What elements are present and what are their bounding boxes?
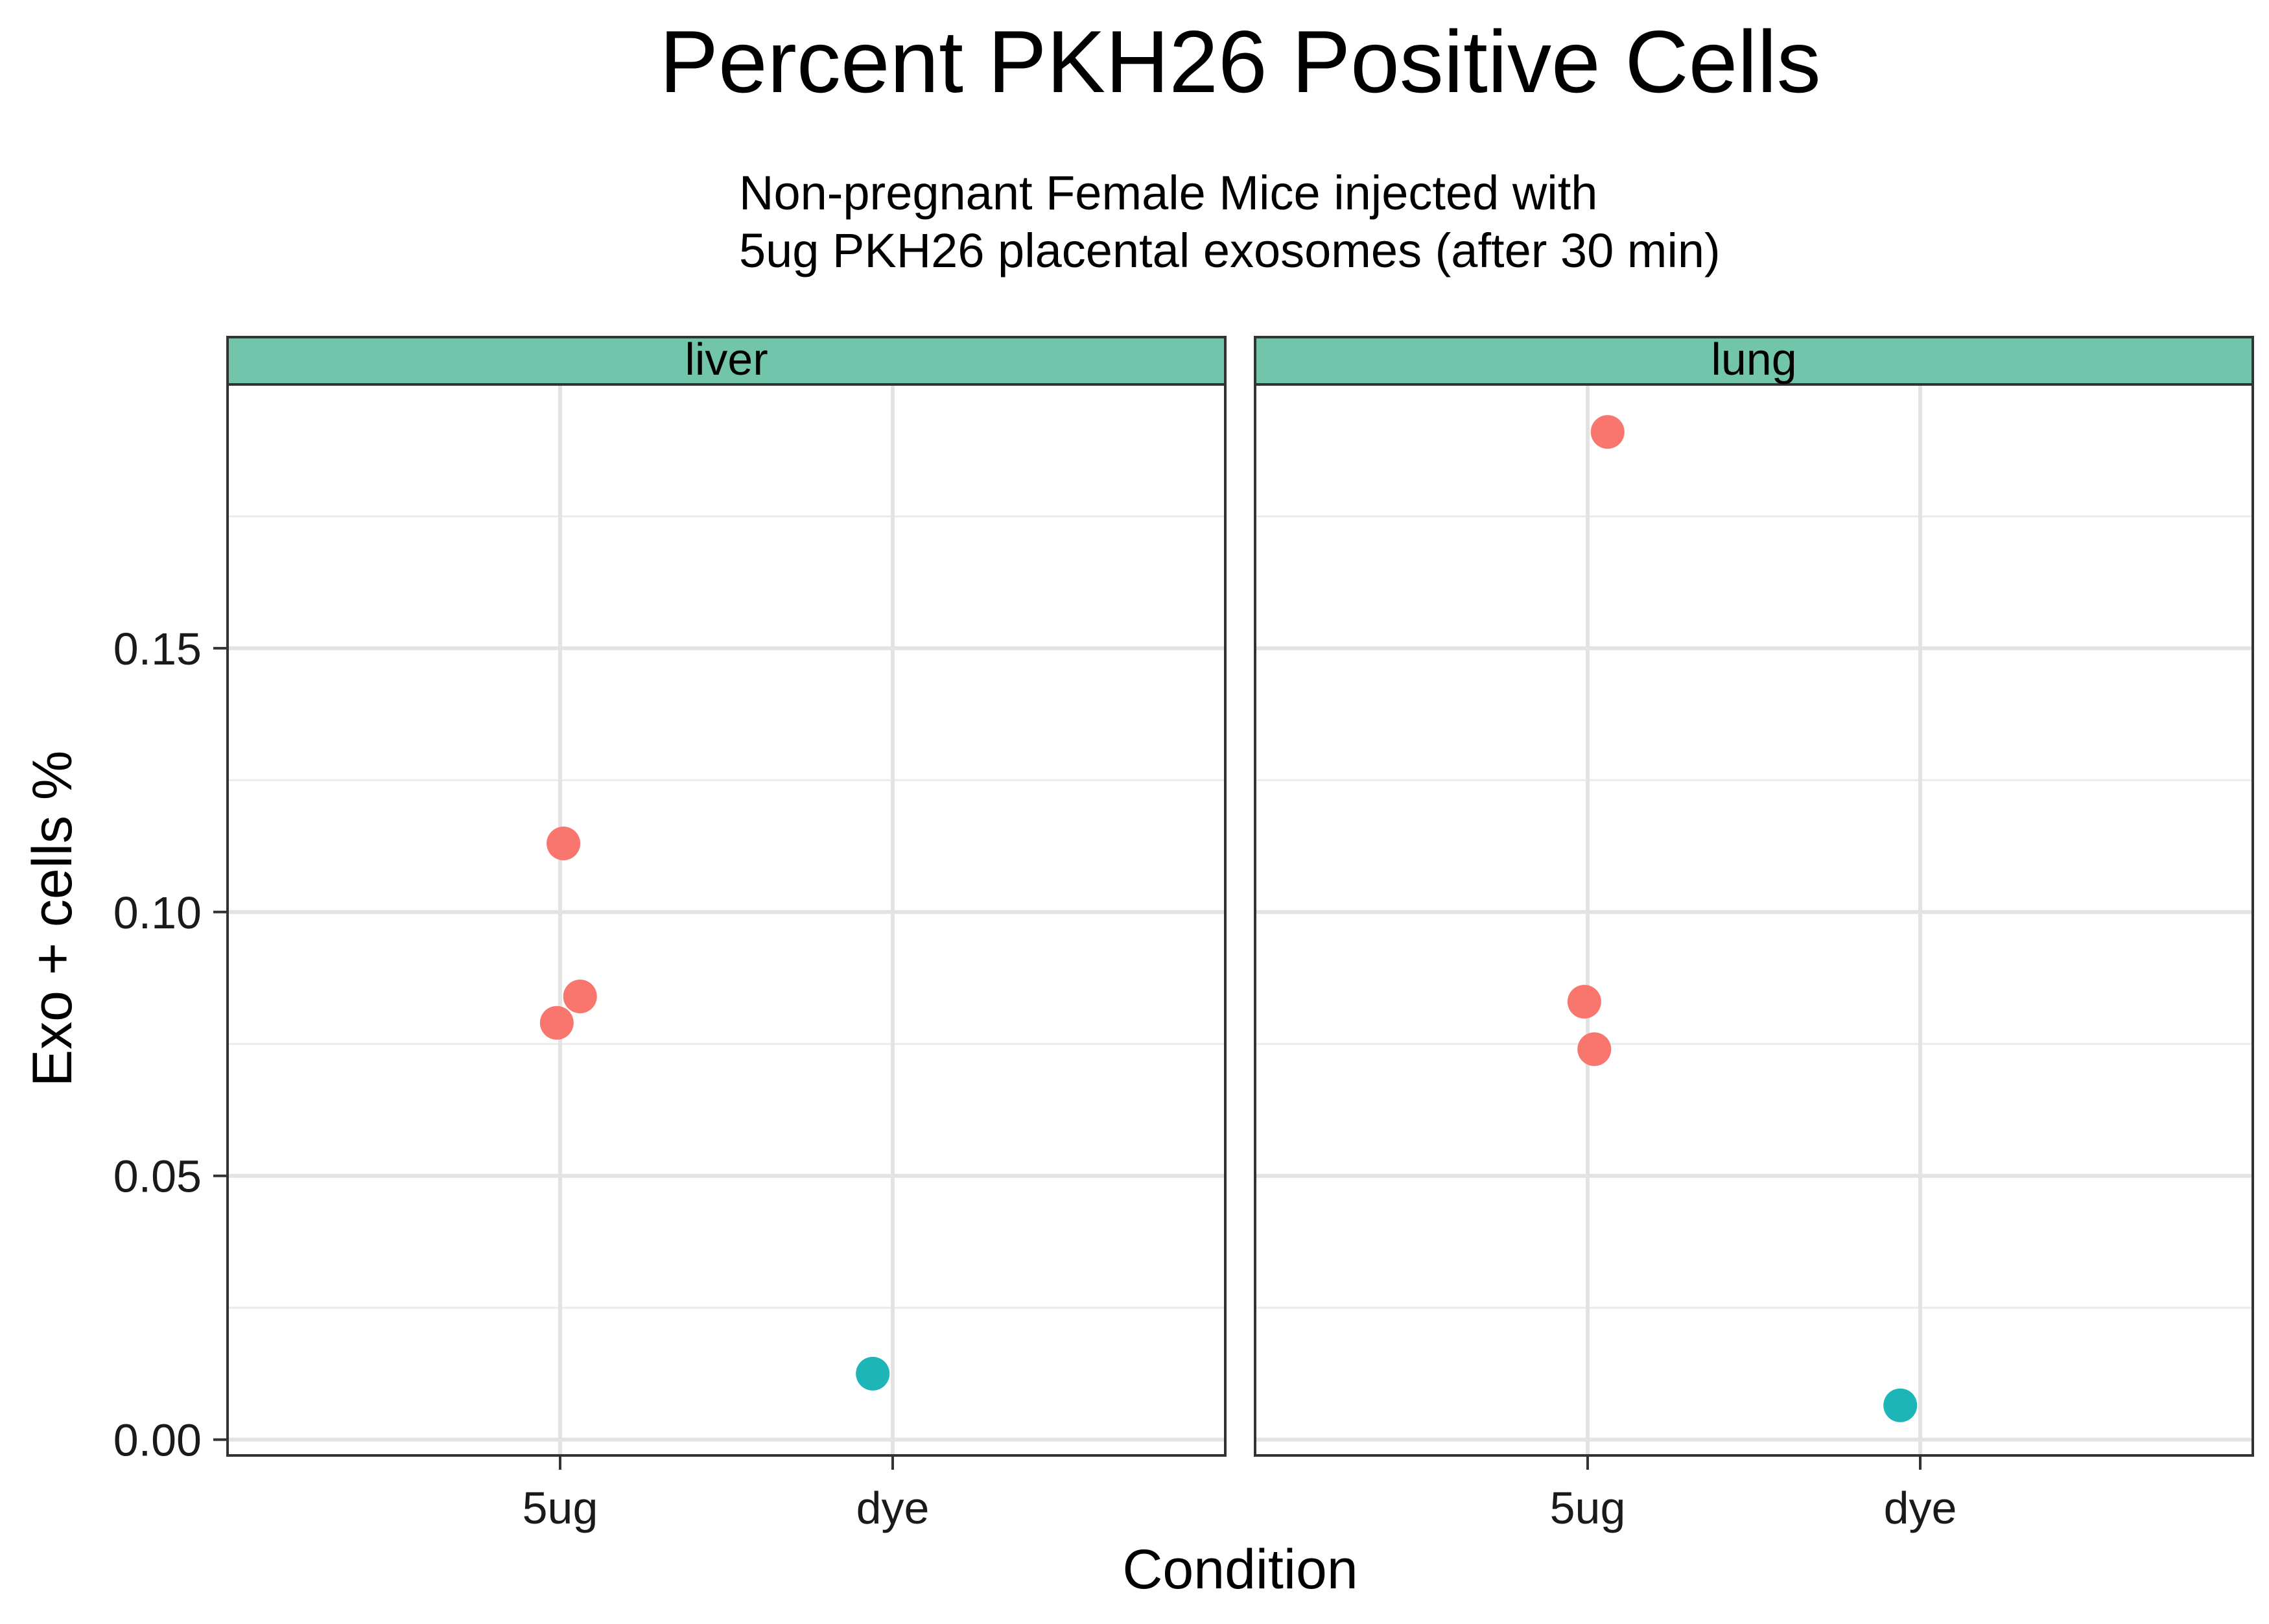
facet-strip-lung [1254,336,2254,386]
facet-panels: liver 5ug dye lung 5ug dye [226,334,2254,1533]
data-point-lung-5ug [1590,415,1625,449]
data-point-liver-dye [856,1356,890,1391]
data-point-liver-5ug [563,980,597,1013]
x-axis-title: Condition [1122,1538,1358,1601]
facet-strip-label: liver [685,334,768,384]
facet-panel-lung: lung 5ug dye [1254,334,2254,1533]
y-tick-label: 0.15 [113,624,202,674]
x-tick-label-5ug: 5ug [1550,1483,1626,1533]
panel-border [1254,383,2254,1457]
x-tick-label-5ug: 5ug [523,1483,598,1533]
chart-title: Percent PKH26 Positive Cells [659,12,1820,111]
y-axis-title: Exo + cells % [21,751,84,1087]
data-point-lung-dye [1883,1388,1918,1422]
data-point-lung-5ug [1577,1032,1612,1066]
y-axis: 0.00 0.05 0.10 0.15 [113,624,228,1466]
panel-border [226,383,1227,1457]
y-tick-label: 0.00 [113,1415,202,1466]
chart-subtitle-line-1: Non-pregnant Female Mice injected with [739,166,1597,220]
x-tick-label-dye: dye [1884,1483,1957,1533]
data-point-liver-5ug [539,1006,574,1040]
y-tick-label: 0.10 [113,888,202,938]
facet-panel-liver: liver 5ug dye [226,334,1227,1533]
y-tick-label: 0.05 [113,1151,202,1202]
x-tick-label-dye: dye [856,1483,930,1533]
data-point-liver-5ug [547,827,581,860]
facet-strip-label: lung [1711,334,1796,384]
facet-strip-liver [226,336,1227,386]
data-point-lung-5ug [1567,985,1601,1019]
chart-subtitle-line-2: 5ug PKH26 placental exosomes (after 30 m… [739,224,1721,277]
